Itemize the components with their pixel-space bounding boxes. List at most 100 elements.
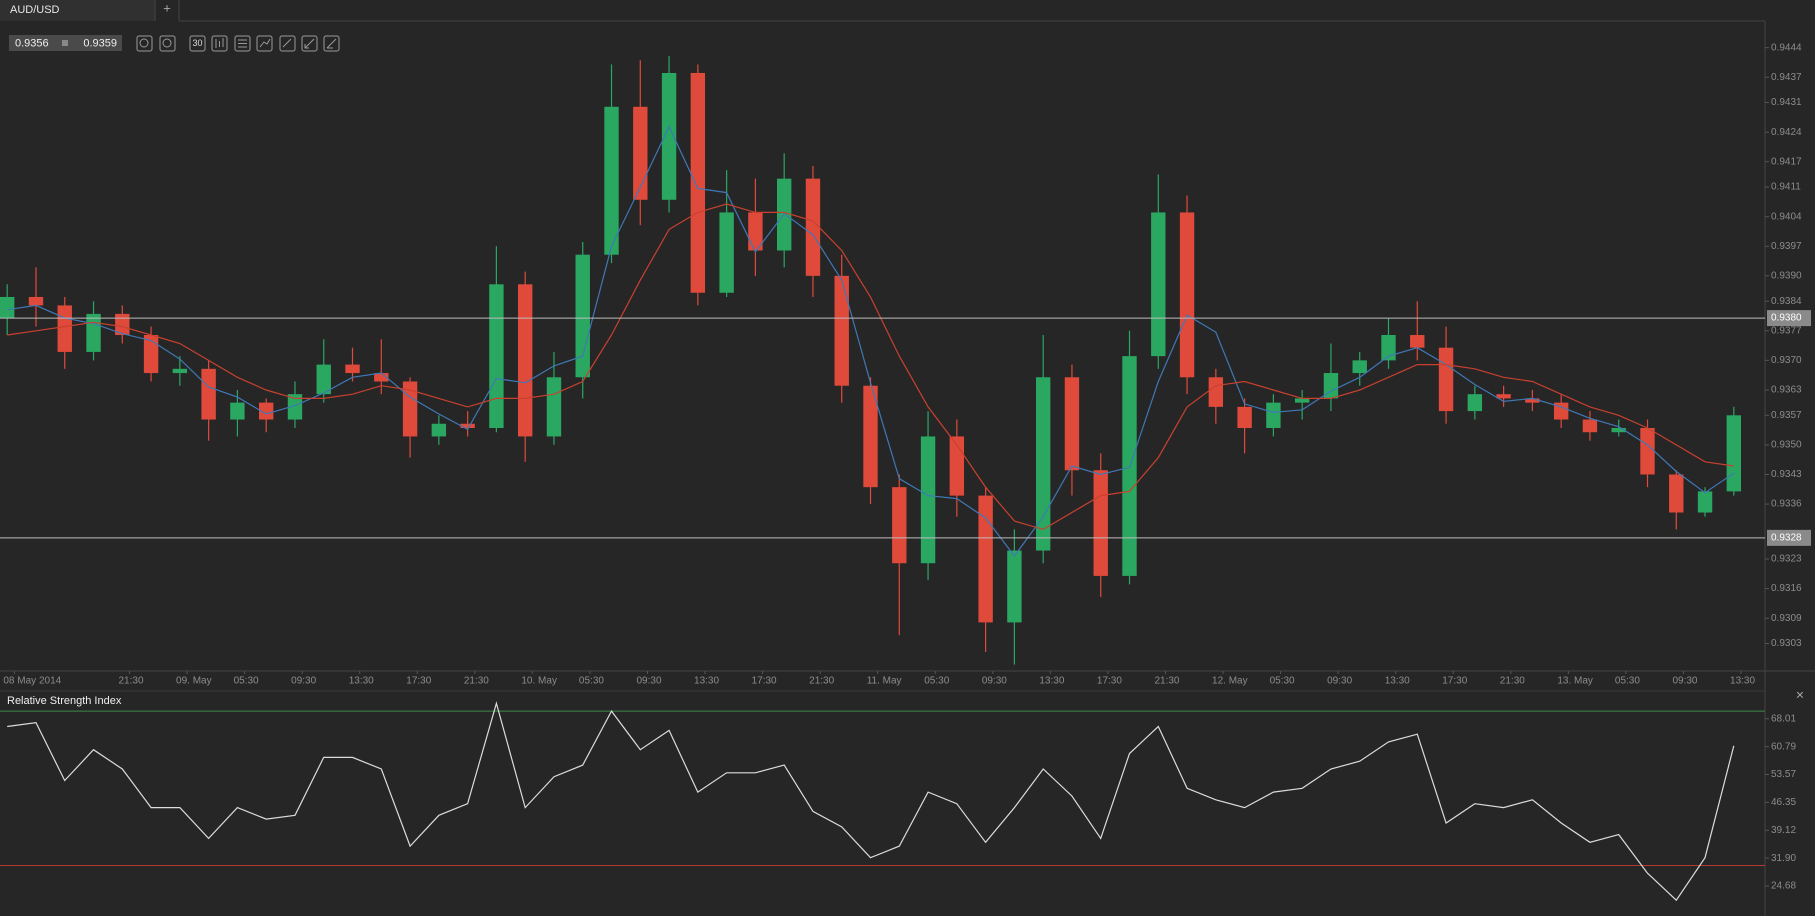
x-tick-label: 13. May — [1557, 676, 1593, 687]
x-tick-label: 13:30 — [1385, 676, 1410, 687]
candle-body — [1410, 335, 1425, 348]
candle-body — [633, 106, 648, 200]
tool[interactable] — [323, 35, 340, 52]
candle-body — [1553, 402, 1569, 420]
period-label: 30 — [192, 38, 202, 48]
tab[interactable] — [0, 0, 155, 21]
candle-body — [863, 385, 878, 488]
toolbar — [136, 35, 340, 52]
tool[interactable] — [301, 35, 318, 52]
close-panel[interactable]: × — [1796, 687, 1804, 703]
x-tick-label: 11. May — [867, 676, 902, 687]
candle-body — [1669, 474, 1684, 513]
candle-body — [1438, 347, 1454, 412]
quote-separator — [62, 40, 68, 46]
x-tick-label: 09:30 — [982, 676, 1007, 687]
y-tick-label: 0.9404 — [1771, 211, 1802, 222]
candle-body — [287, 394, 303, 420]
price-tag-label: 0.9328 — [1771, 533, 1802, 544]
add-tab[interactable]: + — [163, 0, 171, 15]
x-tick-label: 05:30 — [1615, 676, 1640, 687]
candle-body — [402, 381, 418, 437]
y-tick-label: 0.9370 — [1771, 355, 1802, 366]
y-tick-label: 0.9363 — [1771, 385, 1802, 396]
y-tick-label: 0.9390 — [1771, 270, 1802, 281]
x-tick-label: 13:30 — [1730, 676, 1755, 687]
indicators[interactable] — [234, 35, 251, 52]
icon — [162, 38, 172, 48]
y-tick-label: 0.9437 — [1771, 72, 1802, 83]
y-tick-label: 53.57 — [1771, 769, 1796, 780]
x-tick-label: 17:30 — [752, 676, 777, 687]
candle-body — [1064, 377, 1080, 471]
price-tag — [1767, 529, 1811, 546]
candle-body — [834, 275, 849, 386]
y-tick-label: 46.35 — [1771, 797, 1796, 808]
candle-body — [1266, 402, 1281, 428]
x-tick-label: 05:30 — [579, 676, 604, 687]
y-tick-label: 0.9350 — [1771, 440, 1802, 451]
candle-body — [1467, 394, 1483, 412]
x-tick-label: 12. May — [1212, 676, 1248, 687]
rsi-line — [7, 701, 1735, 902]
icon — [215, 38, 224, 48]
ask: 0.9359 — [83, 37, 117, 49]
candle-body — [1525, 398, 1540, 403]
y-tick-label: 60.79 — [1771, 741, 1796, 752]
candle-body — [1093, 470, 1108, 576]
y-tick-label: 0.9303 — [1771, 638, 1802, 649]
x-tick-label: 21:30 — [809, 676, 834, 687]
period-button[interactable] — [189, 35, 206, 52]
candle-body — [1237, 406, 1252, 428]
candle-body — [920, 436, 936, 564]
x-tick-label: 09:30 — [636, 676, 661, 687]
y-tick-label: 0.9417 — [1771, 156, 1802, 167]
candle-body — [28, 296, 44, 306]
candle-body — [57, 305, 72, 352]
x-tick-label: 13:30 — [694, 676, 719, 687]
y-tick-label: 0.9384 — [1771, 296, 1802, 307]
candle-body — [258, 402, 274, 420]
candle-body — [86, 313, 101, 352]
x-tick-label: 17:30 — [1097, 676, 1122, 687]
candle-body — [1208, 377, 1224, 407]
y-tick-label: 0.9336 — [1771, 499, 1802, 510]
candle-body — [1294, 398, 1310, 403]
zoom-out[interactable] — [136, 35, 153, 52]
chart-type[interactable] — [211, 35, 228, 52]
x-tick-label: 17:30 — [406, 676, 431, 687]
moving-average — [7, 203, 1734, 531]
candle-body — [892, 487, 907, 564]
icon — [282, 38, 292, 48]
x-tick-label: 13:30 — [1039, 676, 1064, 687]
candle-body — [1697, 491, 1713, 513]
candle-body — [690, 72, 706, 293]
x-tick-label: 21:30 — [464, 676, 489, 687]
x-tick-label: 21:30 — [1500, 676, 1525, 687]
candle-body — [1381, 335, 1396, 361]
y-tick-label: 0.9424 — [1771, 127, 1802, 138]
tool[interactable] — [256, 35, 273, 52]
x-tick-label: 05:30 — [234, 676, 259, 687]
x-tick-label: 17:30 — [1442, 676, 1467, 687]
candle-body — [517, 284, 533, 437]
tool[interactable] — [279, 35, 296, 52]
candle-body — [0, 296, 15, 319]
candle-body — [230, 402, 245, 420]
panel-title: Relative Strength Index — [7, 695, 122, 707]
x-tick-label: 09. May — [176, 676, 212, 687]
y-tick-label: 0.9316 — [1771, 583, 1802, 594]
candle-body — [143, 335, 159, 374]
candle-body — [805, 178, 821, 276]
candle-body — [661, 72, 677, 200]
candle-body — [1179, 212, 1195, 378]
candle-body — [316, 364, 331, 395]
candle-body — [1640, 427, 1655, 475]
y-tick-label: 0.9323 — [1771, 554, 1802, 565]
candle-body — [460, 423, 475, 428]
zoom-in[interactable] — [159, 35, 176, 52]
tab-label[interactable]: AUD/USD — [10, 4, 60, 16]
candle-body — [1035, 377, 1051, 551]
